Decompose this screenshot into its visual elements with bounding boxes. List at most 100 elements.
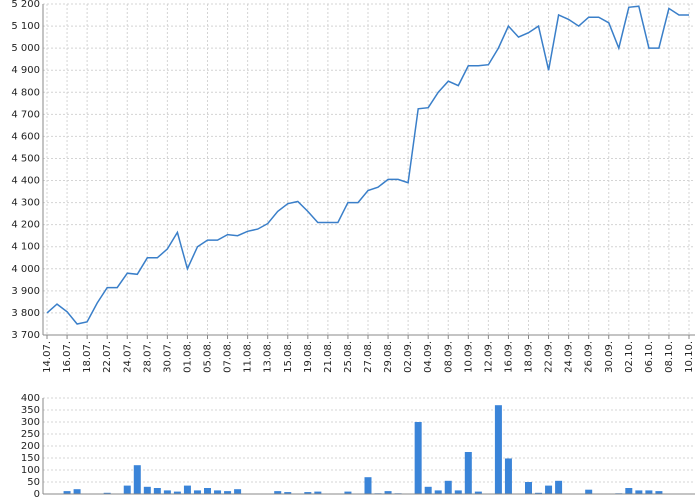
y-tick-label: 4 900 [11, 65, 40, 76]
bar [224, 491, 232, 494]
y-tick-label: 3 700 [11, 330, 40, 341]
y-tick-label: 4 100 [11, 242, 40, 253]
x-tick-label: 22.07. [102, 341, 113, 373]
y-tick-label: 4 700 [11, 109, 40, 120]
x-tick-label: 19.08. [303, 341, 314, 373]
bar [535, 492, 543, 494]
y-tick-label: 5 200 [11, 0, 40, 10]
x-tick-label: 30.07. [162, 341, 173, 373]
bar [133, 465, 141, 494]
x-tick-label: 07.08. [223, 341, 234, 373]
bar [183, 485, 191, 494]
bar [73, 489, 81, 494]
x-tick-label: 08.09. [443, 341, 454, 373]
y-tick-label: 150 [21, 453, 40, 464]
bar [444, 480, 452, 494]
x-tick-label: 16.09. [503, 341, 514, 373]
x-tick-label: 02.10. [624, 341, 635, 373]
bar [454, 490, 462, 494]
bar [555, 480, 563, 494]
bar [424, 486, 432, 494]
x-tick-label: 18.07. [82, 341, 93, 373]
y-tick-label: 350 [21, 405, 40, 416]
bar [585, 489, 593, 494]
bar [143, 486, 151, 494]
x-tick-label: 01.08. [182, 341, 193, 373]
y-tick-label: 4 800 [11, 87, 40, 98]
bar [314, 491, 322, 494]
y-tick-label: 4 500 [11, 153, 40, 164]
x-tick-label: 05.08. [203, 341, 214, 373]
line-series [46, 5, 689, 325]
bar [364, 477, 372, 494]
bar [204, 488, 211, 494]
x-tick-label: 27.08. [363, 341, 374, 373]
y-tick-label: 5 100 [11, 21, 40, 32]
bar [384, 491, 392, 494]
x-tick-label: 08.10. [664, 341, 675, 373]
bar [234, 489, 242, 494]
bar [504, 458, 512, 494]
y-tick-label: 3 900 [11, 286, 40, 297]
y-tick-label: 250 [21, 429, 40, 440]
y-tick-label: 4 300 [11, 198, 40, 209]
bar [284, 492, 292, 494]
bar [645, 490, 653, 494]
y-tick-label: 4 600 [11, 131, 40, 142]
y-tick-label: 5 000 [11, 43, 40, 54]
x-tick-label: 28.07. [142, 341, 153, 373]
bar [635, 490, 643, 494]
y-tick-label: 100 [21, 465, 40, 476]
bar [414, 422, 422, 494]
x-tick-label: 22.09. [544, 341, 555, 373]
bar [464, 452, 472, 494]
y-tick-label: 50 [27, 477, 40, 488]
y-tick-label: 4 000 [11, 264, 40, 275]
x-tick-label: 29.08. [383, 341, 394, 373]
y-tick-label: 4 200 [11, 220, 40, 231]
bar [625, 488, 633, 494]
x-tick-label: 12.09. [483, 341, 494, 373]
y-tick-label: 300 [21, 417, 40, 428]
x-tick-label: 14.07. [42, 341, 53, 373]
bar [193, 490, 201, 494]
bar [103, 492, 111, 494]
x-tick-label: 25.08. [343, 341, 354, 373]
x-tick-label: 10.09. [463, 341, 474, 373]
x-tick-label: 16.07. [62, 341, 73, 373]
bar [344, 491, 352, 494]
x-tick-label: 26.09. [584, 341, 595, 373]
x-tick-label: 15.08. [283, 341, 294, 373]
y-tick-label: 0 [34, 489, 40, 500]
bar [163, 490, 171, 494]
bar [304, 492, 312, 494]
bar [545, 485, 553, 494]
x-tick-label: 18.09. [524, 341, 535, 373]
x-tick-label: 30.09. [604, 341, 615, 373]
bar [655, 491, 663, 494]
y-tick-label: 4 400 [11, 176, 40, 187]
y-tick-label: 200 [21, 441, 40, 452]
x-tick-label: 02.09. [403, 341, 414, 373]
x-tick-label: 04.09. [423, 341, 434, 373]
x-tick-label: 10.10. [684, 341, 695, 373]
y-tick-label: 400 [21, 393, 40, 404]
bar [434, 490, 442, 494]
bar [274, 491, 282, 494]
y-tick-label: 3 800 [11, 308, 40, 319]
x-tick-label: 13.08. [263, 341, 274, 373]
x-tick-label: 11.08. [243, 341, 254, 373]
x-tick-label: 06.10. [644, 341, 655, 373]
bar [153, 488, 161, 494]
bar [525, 482, 532, 494]
x-tick-label: 24.09. [564, 341, 575, 373]
bar [214, 490, 222, 494]
x-tick-label: 24.07. [122, 341, 133, 373]
bar [63, 491, 71, 494]
bar [173, 491, 181, 494]
bar [474, 491, 482, 494]
bar [494, 405, 502, 494]
x-tick-label: 21.08. [323, 341, 334, 373]
bar [123, 485, 131, 494]
